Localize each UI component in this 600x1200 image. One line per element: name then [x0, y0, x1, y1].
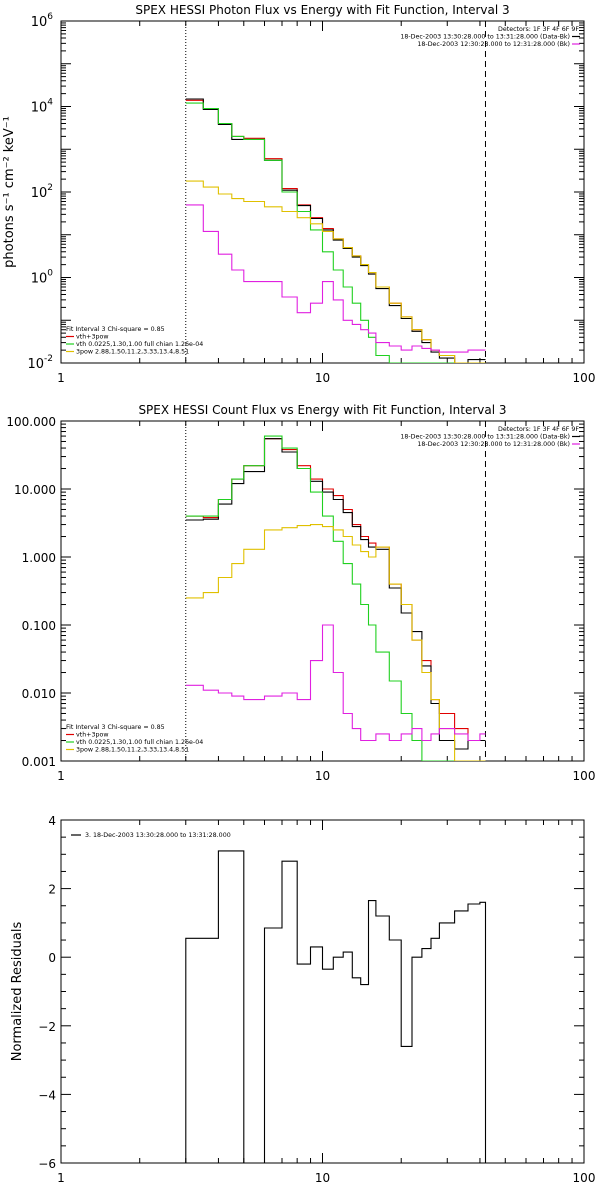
- y-tick-label: 2: [48, 883, 56, 897]
- x-tick-label: 10: [315, 371, 330, 385]
- plot-frame: [60, 819, 585, 1164]
- x-tick-label: 1: [57, 371, 65, 385]
- series-line-0: [185, 99, 486, 363]
- y-tick-label: −6: [38, 1157, 56, 1171]
- y-tick-base: 10: [31, 272, 48, 287]
- x-tick-label: 1: [57, 1171, 65, 1185]
- x-tick-label: 1: [57, 769, 65, 783]
- x-tick-label: 10: [315, 769, 330, 783]
- y-tick-exponent: -2: [44, 354, 53, 364]
- chart-title: SPEX HESSI Count Flux vs Energy with Fit…: [138, 403, 506, 417]
- plot-frame: [60, 20, 585, 364]
- y-tick-label: 0: [48, 951, 56, 965]
- legend-left-entry: vth 0.0225,1.30,1.00 full chian 1.26e-04: [76, 739, 203, 746]
- y-tick-exponent: 6: [47, 12, 53, 22]
- y-tick-label: 10-2: [27, 354, 53, 372]
- legend-top-entry: 3. 18-Dec-2003 13:30:28.000 to 13:31:28.…: [85, 832, 231, 839]
- legend-left-entry: vth+3pow: [76, 334, 108, 341]
- x-tick-label: 100: [573, 371, 596, 385]
- y-tick-label: 4: [48, 814, 56, 828]
- plot-frame: [60, 420, 585, 762]
- y-tick-label: −4: [38, 1088, 56, 1102]
- y-tick-label: −2: [38, 1020, 56, 1034]
- series-line-0: [185, 850, 487, 1163]
- y-tick-exponent: 2: [47, 183, 53, 193]
- legend-left-entry: vth 0.0225,1.30,1.00 full chian 1.26e-04: [76, 341, 203, 348]
- series-line-4: [185, 204, 486, 353]
- x-tick-label: 100: [573, 1171, 596, 1185]
- y-tick-label: 100: [31, 269, 54, 287]
- y-tick-exponent: 4: [47, 98, 53, 108]
- photon-flux-panel: SPEX HESSI Photon Flux vs Energy with Fi…: [2, 3, 595, 385]
- legend-right-entry: 18-Dec-2003 12:30:28.000 to 12:31:28.000…: [417, 441, 570, 448]
- y-tick-label: 0.100: [22, 619, 56, 633]
- series-line-2: [185, 102, 486, 363]
- y-tick-label: 102: [31, 183, 53, 201]
- chart-title: SPEX HESSI Photon Flux vs Energy with Fi…: [135, 3, 509, 17]
- series-line-1: [185, 98, 486, 363]
- series-line-4: [185, 624, 486, 742]
- y-tick-exponent: 0: [47, 269, 53, 279]
- y-axis-label: Normalized Residuals: [10, 922, 25, 1062]
- legend-left-entry: vth+3pow: [76, 732, 108, 739]
- y-tick-base: 10: [31, 186, 48, 201]
- y-tick-label: 10.000: [14, 483, 56, 497]
- legend-right-entry: 18-Dec-2003 13:30:28.000 to 13:31:28.000…: [400, 434, 570, 441]
- series-line-3: [185, 524, 486, 761]
- legend-right-entry: 18-Dec-2003 12:30:28.000 to 12:31:28.000…: [417, 41, 570, 48]
- residuals-panel: 1 10 100 −6 −4 −2 0 2 4 Normalized Residuals 3. 18…: [10, 814, 595, 1185]
- y-axis-label: photons s⁻¹ cm⁻² keV⁻¹: [2, 116, 17, 268]
- y-tick-base: 10: [31, 101, 48, 116]
- legend-right-entry: Detectors: 1F 3F 4F 6F 9F: [498, 26, 579, 33]
- y-tick-base: 10: [31, 15, 48, 30]
- series-line-0: [185, 438, 486, 742]
- series-line-1: [185, 438, 486, 750]
- legend-left-entry: Fit Interval 3 Chi-square = 0.85: [66, 326, 165, 333]
- y-tick-label: 0.010: [22, 687, 56, 701]
- x-tick-label: 100: [573, 769, 596, 783]
- legend-right-entry: Detectors: 1F 3F 4F 6F 9F: [498, 426, 579, 433]
- y-tick-label: 104: [31, 98, 54, 116]
- y-tick-base: 10: [27, 357, 44, 372]
- series-line-3: [185, 180, 486, 363]
- y-tick-label: 106: [31, 12, 54, 30]
- y-tick-label: 100.000: [6, 415, 56, 429]
- legend-left-entry: 3pow 2.88,1.50,11.2,3.33,13.4,8.51: [76, 747, 189, 754]
- y-tick-label: 0.001: [22, 755, 56, 769]
- series-line-2: [185, 435, 486, 761]
- x-tick-label: 10: [315, 1171, 330, 1185]
- count-flux-panel: SPEX HESSI Count Flux vs Energy with Fit…: [6, 403, 595, 783]
- y-tick-label: 1.000: [22, 551, 56, 565]
- legend-right-entry: 18-Dec-2003 13:30:28.000 to 13:31:28.000…: [400, 34, 570, 41]
- legend-left-entry: 3pow 2.88,1.50,11.2,3.33,13.4,8.51: [76, 349, 189, 356]
- legend-left-entry: Fit Interval 3 Chi-square = 0.85: [66, 724, 165, 731]
